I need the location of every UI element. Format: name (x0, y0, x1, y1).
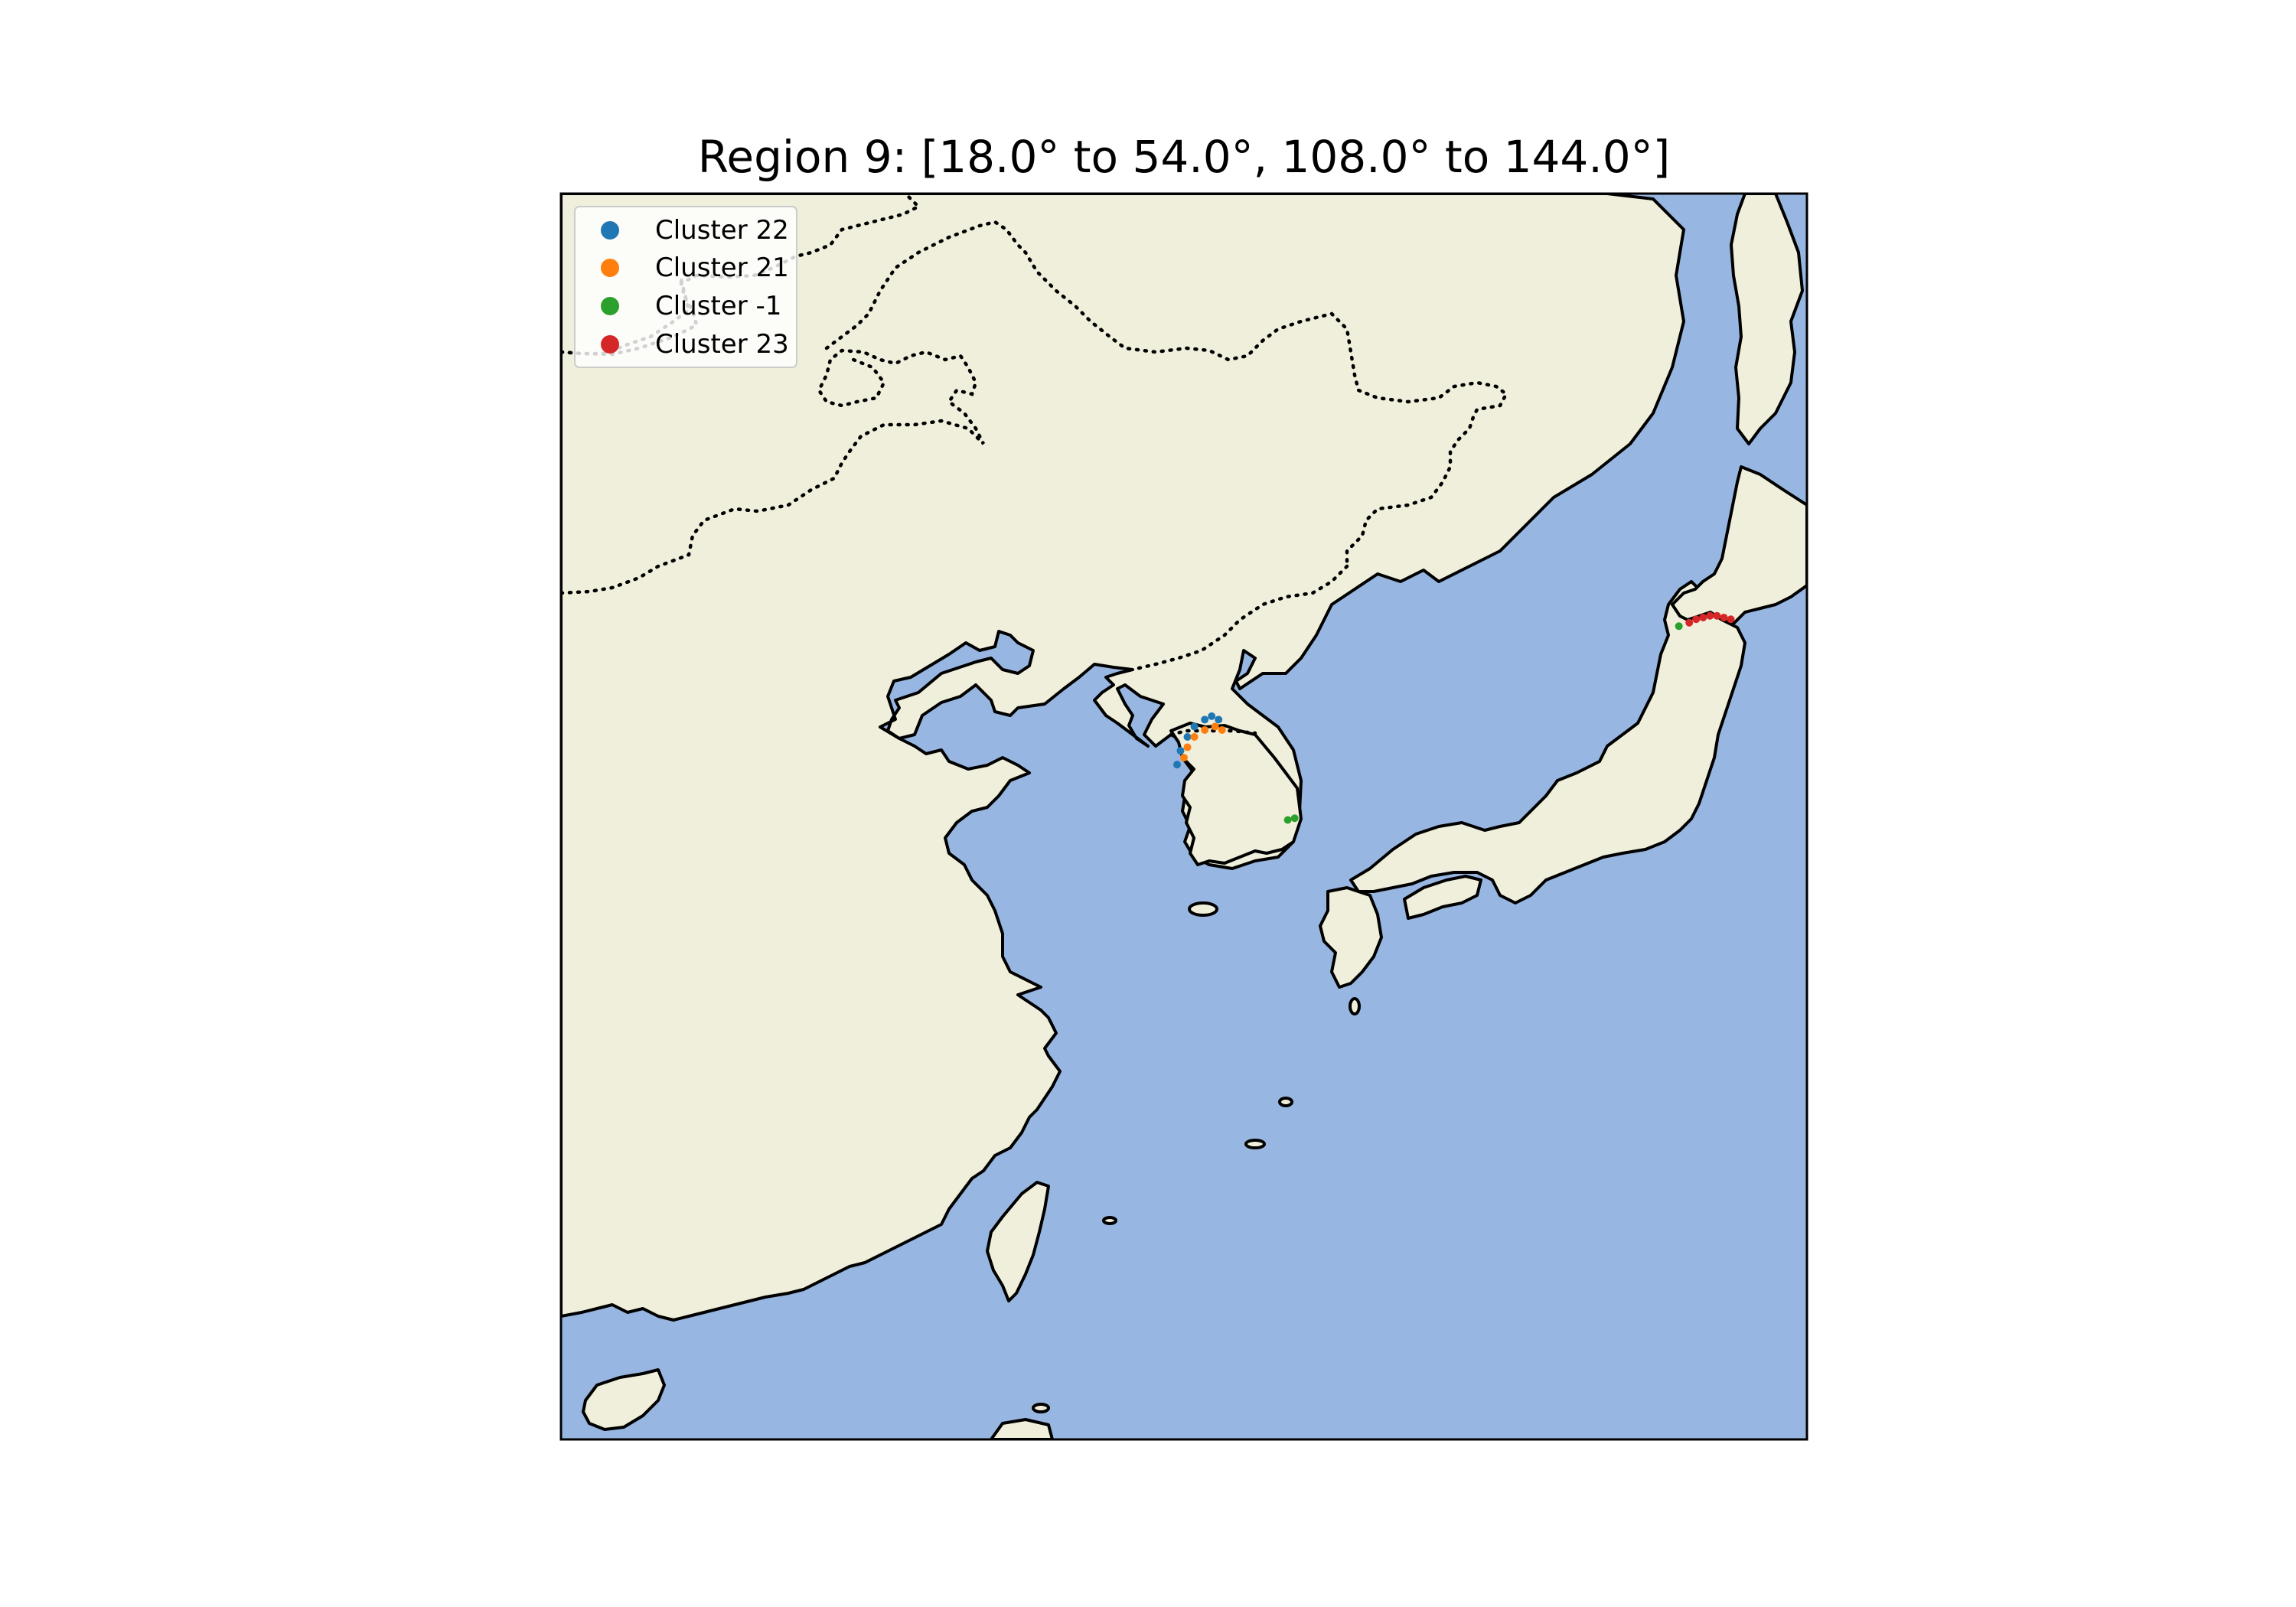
legend-marker-cluster-21 (601, 259, 619, 277)
data-point-cluster-22 (1176, 747, 1185, 755)
land-masses (561, 194, 1807, 1439)
island (1278, 1097, 1293, 1107)
national-border (1169, 729, 1257, 737)
legend-marker-cluster-22 (601, 221, 619, 240)
national-border (1130, 564, 1349, 672)
legend: Cluster 22 Cluster 21 Cluster -1 Cluster… (574, 206, 797, 368)
data-point-cluster-23 (1720, 613, 1728, 621)
taiwan-island (986, 1181, 1050, 1302)
data-point-cluster-21 (1180, 754, 1188, 762)
island (1102, 1216, 1117, 1225)
cluster-points (1172, 611, 1735, 824)
data-point-cluster-23 (1713, 611, 1721, 620)
data-point-cluster-23 (1699, 613, 1707, 621)
map-title: Region 9: [18.0° to 54.0°, 108.0° to 144… (698, 131, 1671, 183)
data-point-cluster-21 (1218, 725, 1226, 734)
kyushu-island (1319, 886, 1383, 989)
island (1244, 1139, 1266, 1149)
island (990, 1418, 1054, 1439)
data-point-cluster-22 (1183, 732, 1192, 741)
data-point-cluster-neg1 (1290, 814, 1299, 823)
data-point-cluster-23 (1692, 615, 1701, 624)
island (1032, 1403, 1050, 1413)
data-point-cluster-neg1 (1675, 622, 1683, 631)
data-point-cluster-23 (1685, 618, 1694, 627)
honshu-island (1349, 580, 1746, 905)
shikoku-island (1403, 875, 1482, 920)
data-point-cluster-22 (1201, 715, 1209, 724)
data-point-cluster-21 (1201, 725, 1209, 734)
national-border (824, 220, 1508, 569)
legend-label-cluster-21: Cluster 21 (655, 253, 789, 283)
data-point-cluster-21 (1190, 732, 1199, 741)
asian-mainland (561, 194, 1685, 1322)
hainan-island (582, 1368, 666, 1431)
data-point-cluster-23 (1706, 611, 1714, 620)
data-point-cluster-22 (1215, 715, 1223, 724)
data-point-cluster-22 (1172, 761, 1181, 769)
legend-label-cluster-neg1: Cluster -1 (655, 291, 781, 321)
data-point-cluster-21 (1183, 743, 1192, 751)
legend-label-cluster-22: Cluster 22 (655, 215, 789, 246)
legend-marker-cluster-neg1 (601, 297, 619, 315)
legend-label-cluster-23: Cluster 23 (655, 329, 789, 360)
legend-marker-cluster-23 (601, 335, 619, 354)
data-point-cluster-23 (1727, 615, 1735, 624)
jeju-island (1188, 901, 1218, 917)
legend-box (574, 206, 797, 368)
sakhalin-island (1730, 194, 1804, 445)
map-frame (559, 192, 1808, 1441)
data-point-cluster-22 (1208, 712, 1216, 720)
data-point-cluster-neg1 (1283, 816, 1292, 824)
data-point-cluster-22 (1190, 722, 1199, 731)
data-point-cluster-21 (1211, 722, 1219, 731)
island (1349, 997, 1361, 1015)
